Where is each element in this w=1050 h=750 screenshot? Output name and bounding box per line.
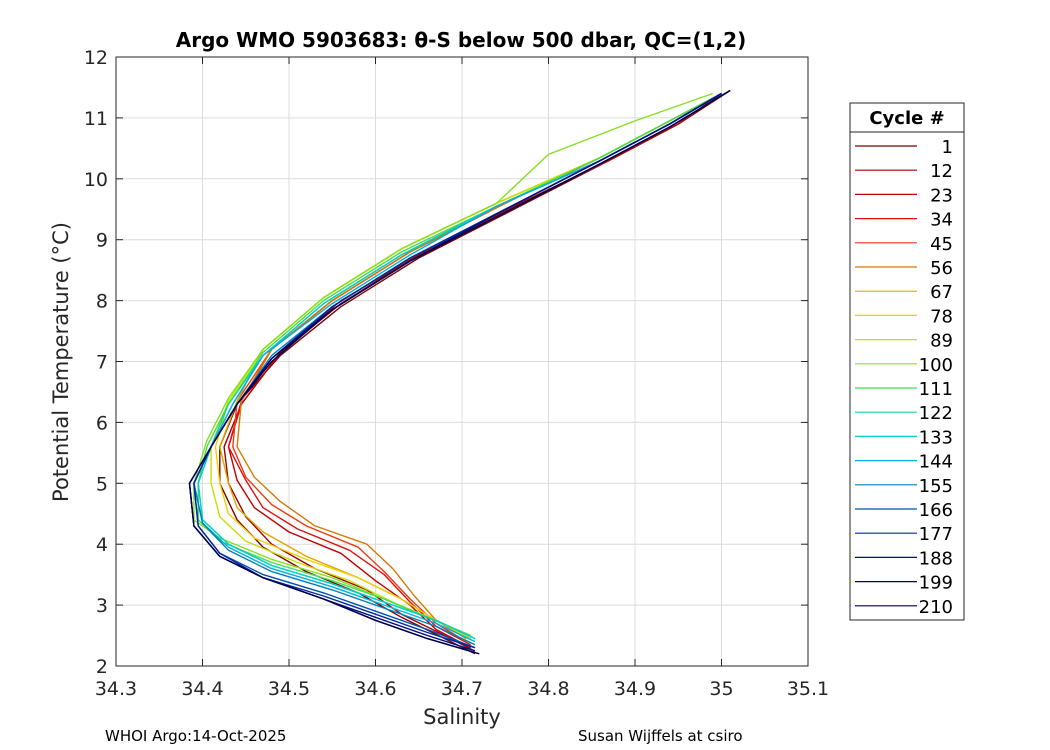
legend-label: 122 [919, 403, 953, 424]
y-tick-label: 10 [84, 169, 108, 191]
x-tick-label: 35 [709, 678, 733, 700]
x-tick-label: 34.3 [95, 678, 137, 700]
legend-box [849, 102, 965, 621]
legend: Cycle # 1 12 23 34 45 56 67 78 89 100 111 122 133 144… [849, 102, 965, 621]
series-line-cycle-111 [197, 92, 722, 637]
legend-title: Cycle # [869, 108, 944, 129]
legend-label: 56 [930, 258, 953, 279]
x-tick-label: 35.1 [787, 678, 829, 700]
data-lines [188, 89, 731, 655]
x-tick-label: 34.9 [614, 678, 656, 700]
y-tick-label: 6 [96, 412, 108, 434]
legend-label: 210 [919, 597, 953, 618]
legend-label: 133 [919, 427, 953, 448]
y-tick-label: 4 [96, 534, 108, 556]
grid [115, 56, 809, 667]
series-line-cycle-210 [188, 89, 731, 655]
x-axis-label: Salinity [423, 705, 501, 729]
y-axis-label: Potential Temperature (°C) [49, 222, 73, 502]
legend-label: 89 [930, 331, 953, 352]
legend-label: 45 [930, 234, 953, 255]
y-tick-label: 9 [96, 230, 108, 252]
y-tick-label: 5 [96, 473, 108, 495]
legend-label: 166 [919, 500, 953, 521]
legend-entries: 1 12 23 34 45 56 67 78 89 100 111 122 133 144 155 166 17… [855, 137, 953, 618]
series-line-cycle-100 [193, 92, 714, 637]
x-axis-ticks: 34.3 34.4 34.5 34.6 34.7 34.8 34.9 35 35.1 [95, 57, 829, 700]
footer-left: WHOI Argo:14-Oct-2025 [105, 727, 286, 745]
x-tick-label: 34.5 [268, 678, 310, 700]
x-tick-label: 34.6 [354, 678, 396, 700]
legend-label: 100 [919, 355, 953, 376]
legend-label: 155 [919, 476, 953, 497]
legend-label: 23 [930, 185, 953, 206]
legend-label: 34 [930, 210, 953, 231]
legend-label: 111 [919, 379, 953, 400]
x-tick-label: 34.4 [181, 678, 223, 700]
y-axis-ticks: 2 3 4 5 6 7 8 9 10 11 12 [84, 47, 808, 678]
y-tick-label: 12 [84, 47, 108, 69]
legend-label: 188 [919, 548, 953, 569]
footer-right: Susan Wijffels at csiro [578, 727, 743, 745]
legend-label: 177 [919, 524, 953, 545]
legend-label: 1 [942, 137, 953, 158]
legend-label: 67 [930, 282, 953, 303]
y-tick-label: 2 [96, 656, 108, 678]
legend-label: 12 [930, 161, 953, 182]
y-tick-label: 3 [96, 595, 108, 617]
y-tick-label: 8 [96, 291, 108, 313]
legend-label: 78 [930, 306, 953, 327]
legend-label: 199 [919, 573, 953, 594]
legend-label: 144 [919, 452, 953, 473]
x-tick-label: 34.8 [527, 678, 569, 700]
y-tick-label: 7 [96, 352, 108, 374]
chart-title: Argo WMO 5903683: θ-S below 500 dbar, QC… [176, 28, 746, 52]
x-tick-label: 34.7 [441, 678, 483, 700]
y-tick-label: 11 [84, 108, 108, 130]
